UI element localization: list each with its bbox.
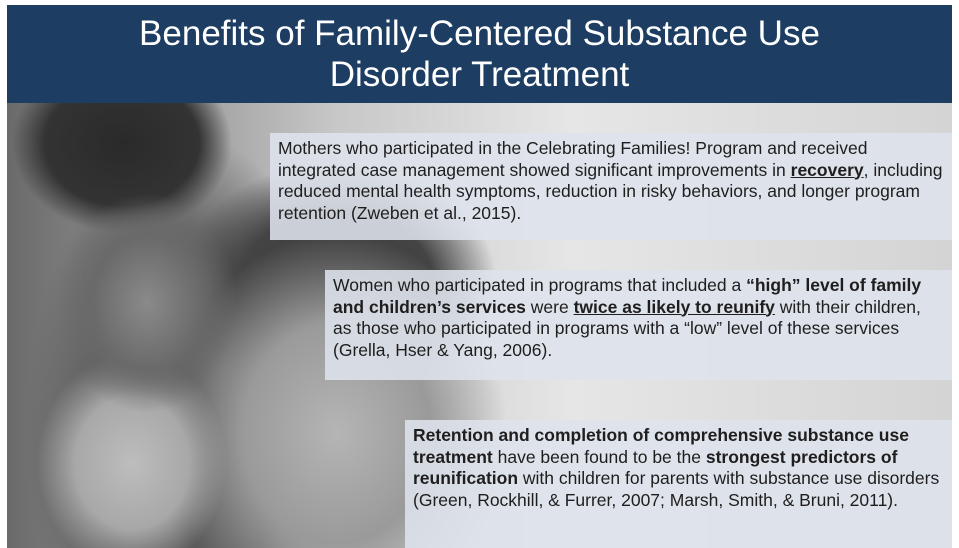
text-run: “high” level of family and children’s se… <box>333 275 922 317</box>
text-run: Women who participated in programs that … <box>333 275 747 295</box>
title-line: Disorder Treatment <box>329 55 630 94</box>
text-run: , including reduced mental health sympto… <box>278 159 943 223</box>
text-run: Mothers who participated in the Celebrat… <box>278 138 868 180</box>
text-run: with children for parents with substance… <box>413 468 940 510</box>
text-run: Retention and completion of comprehensiv… <box>413 425 909 467</box>
title-bar: Benefits of Family-Centered Substance Us… <box>7 5 952 103</box>
text-run: twice as likely to reunify <box>573 296 775 317</box>
text-run: with their children, as those who partic… <box>333 296 921 360</box>
text-box: Mothers who participated in the Celebrat… <box>270 133 952 240</box>
text-run: were <box>525 296 574 317</box>
text-box: Retention and completion of comprehensiv… <box>405 420 952 548</box>
text-box: Women who participated in programs that … <box>325 270 952 380</box>
title-line: Benefits of Family-Centered Substance Us… <box>139 14 820 53</box>
text-run: strongest predictors of reunification <box>413 446 898 489</box>
slide: Benefits of Family-Centered Substance Us… <box>7 5 952 548</box>
text-run: have been found to be the <box>492 446 706 467</box>
text-run: recovery <box>790 159 864 180</box>
